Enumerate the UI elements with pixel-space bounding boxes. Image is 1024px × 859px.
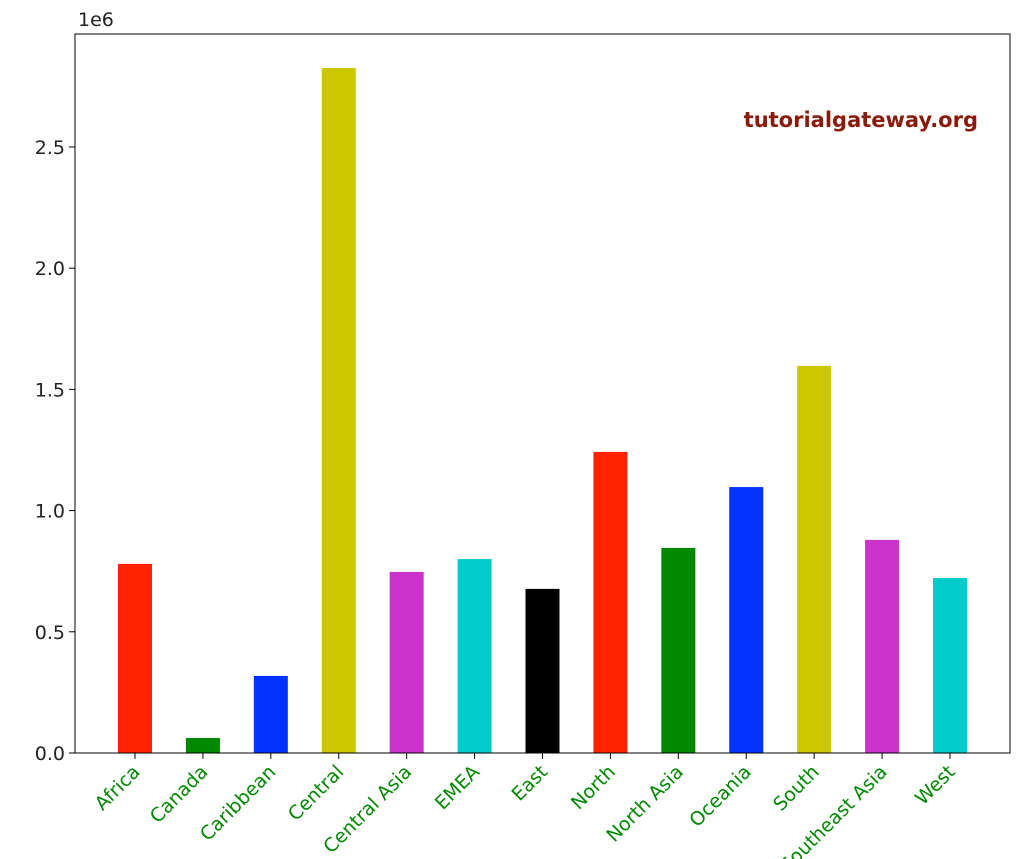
bar	[525, 588, 560, 753]
bar	[865, 539, 900, 753]
x-tick-label: Canada	[146, 761, 213, 828]
bar	[661, 547, 696, 753]
y-tick-label: 2.5	[35, 137, 65, 159]
x-tick-label: EMEA	[431, 761, 484, 814]
y-tick-label: 1.0	[35, 501, 65, 523]
plot-frame	[74, 33, 1011, 754]
bar	[185, 737, 220, 753]
bar	[593, 451, 628, 753]
y-tick-label: 0.5	[35, 622, 65, 644]
offset-label: 1e6	[78, 9, 114, 31]
x-tick-label: Oceania	[685, 761, 756, 832]
x-tick-label: North	[567, 761, 620, 814]
x-tick-label: West	[911, 761, 960, 810]
y-tick-label: 0.0	[35, 743, 65, 765]
y-tick-label: 1.5	[35, 379, 65, 401]
bar	[933, 577, 967, 753]
x-tick-label: Africa	[91, 761, 145, 815]
bar	[389, 571, 424, 753]
x-tick-label: East	[507, 761, 552, 806]
y-tick-label: 2.0	[35, 258, 65, 280]
bar	[321, 67, 356, 753]
bar	[457, 559, 492, 753]
watermark: tutorialgateway.org	[744, 108, 978, 132]
bar	[797, 365, 832, 753]
bar	[118, 563, 152, 753]
bar	[729, 487, 764, 753]
x-tick-label: South	[769, 761, 824, 816]
bar	[253, 675, 288, 753]
x-tick-label: Central	[284, 761, 348, 825]
